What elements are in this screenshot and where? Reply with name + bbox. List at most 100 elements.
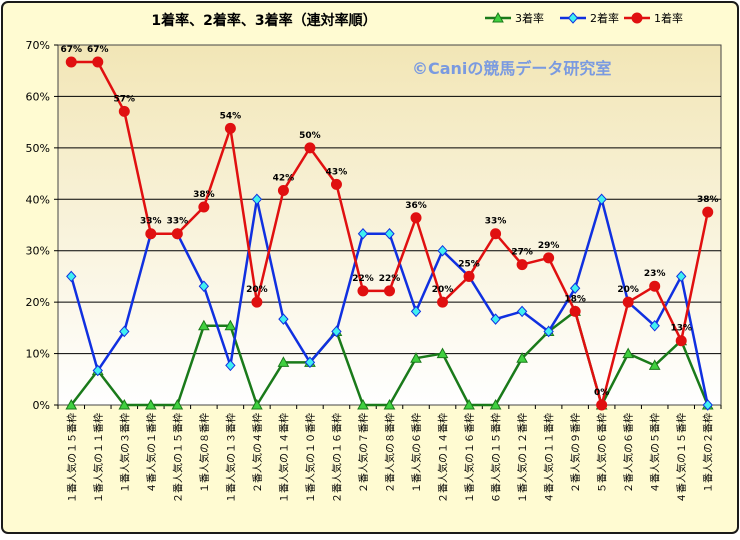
x-tick-label: ６番人気の１５番枠 — [490, 413, 503, 503]
data-label: 20% — [617, 285, 639, 295]
series-point — [304, 356, 316, 369]
x-tick-label: １番人気の１６番枠 — [463, 413, 476, 503]
series-point — [144, 398, 157, 410]
y-tick-label: 60% — [26, 90, 50, 103]
series-point — [171, 398, 184, 410]
data-label: 50% — [299, 131, 321, 141]
series-point — [277, 356, 290, 367]
series-point — [702, 206, 714, 218]
x-tick-label: １番人気の１０番枠 — [304, 413, 317, 503]
data-label: 54% — [220, 111, 242, 121]
series-point — [649, 280, 661, 292]
series-point — [198, 201, 210, 213]
data-label: 29% — [538, 241, 560, 251]
data-label: 18% — [564, 294, 586, 304]
x-tick-label: ２番人気の９番枠 — [569, 413, 582, 493]
watermark-text: ©Caniの競馬データ研究室 — [412, 59, 611, 78]
series-point — [384, 227, 395, 240]
x-tick-label: １番人気の１３番枠 — [224, 413, 237, 503]
series-point — [198, 319, 210, 331]
x-tick-label: ２番人気の７番枠 — [357, 413, 370, 493]
x-tick-label: ４番人気の１番枠 — [145, 413, 158, 493]
data-label: 13% — [670, 324, 692, 334]
legend-marker — [567, 12, 579, 24]
y-tick-label: 50% — [26, 142, 50, 155]
series-layer — [65, 56, 714, 411]
data-label: 42% — [273, 174, 295, 184]
legend-label: 2着率 — [590, 11, 619, 25]
series-point — [596, 399, 608, 411]
series-point — [676, 270, 687, 283]
legend-marker — [631, 12, 643, 24]
series-point — [251, 398, 263, 410]
x-tick-label: １番人気の２番枠 — [702, 413, 715, 493]
x-tick-label: ４番人気の５番枠 — [649, 413, 662, 493]
data-label: 20% — [432, 285, 454, 295]
y-tick-label: 30% — [26, 245, 50, 258]
data-label: 33% — [140, 217, 162, 227]
data-label: 0% — [594, 388, 609, 398]
series-point — [304, 142, 316, 154]
series-point — [516, 259, 528, 271]
data-label: 38% — [193, 190, 215, 200]
data-label: 43% — [326, 167, 348, 177]
series-point — [357, 398, 369, 410]
series-point — [198, 280, 210, 292]
x-tick-label: １番人気の１１番枠 — [92, 413, 105, 503]
data-label: 36% — [405, 201, 427, 211]
series-point — [251, 296, 263, 308]
series-point — [437, 296, 449, 308]
x-tick-label: ２番人気の１５番枠 — [171, 413, 184, 503]
data-label: 67% — [60, 45, 82, 55]
series-point — [119, 325, 130, 338]
x-tick-label: １番人気の１２番枠 — [516, 413, 529, 503]
gridlines — [58, 95, 721, 355]
series-point — [66, 270, 77, 283]
x-tick-label: ５番人気の６番枠 — [596, 413, 609, 493]
series-point — [357, 227, 369, 240]
y-tick-label: 70% — [26, 39, 50, 52]
series-point — [543, 325, 554, 338]
chart-title: 1着率、2着率、3着率（連対率順） — [151, 12, 376, 29]
series-point — [65, 398, 78, 410]
x-tick-label: １番人気の６番枠 — [410, 413, 423, 493]
series-point — [277, 185, 289, 197]
series-point — [436, 347, 449, 359]
x-tick-label: １番人気の３番枠 — [118, 413, 131, 493]
series-point — [224, 122, 236, 134]
series-point — [331, 325, 342, 338]
legend: 3着率 2着率 1着率 — [485, 11, 683, 25]
legend-item: 3着率 — [485, 11, 544, 25]
data-label: 33% — [485, 217, 507, 227]
data-label: 22% — [379, 274, 401, 284]
data-label: 67% — [87, 45, 109, 55]
x-tick-label: ２番人気の１４番枠 — [437, 413, 450, 503]
series-point — [463, 398, 475, 410]
series-point — [357, 285, 369, 297]
x-axis: １番人気の１５番枠 １番人気の１１番枠 １番人気の３番枠 ４番人気の１番枠 ２番人気の１… — [57, 405, 722, 503]
data-label: 57% — [114, 94, 136, 104]
series-point — [543, 252, 555, 264]
series-point — [569, 282, 581, 295]
series-point — [224, 319, 237, 331]
series-point — [92, 56, 104, 68]
legend-label: 3着率 — [515, 11, 544, 25]
series-point — [516, 305, 528, 318]
plot-area — [57, 44, 722, 406]
series-point — [384, 285, 395, 297]
x-tick-label: ２番人気の１６番枠 — [330, 413, 343, 503]
series-point — [145, 228, 157, 240]
series-3 — [65, 56, 714, 411]
series-point — [648, 359, 661, 370]
data-label: 23% — [644, 269, 666, 279]
series-point — [490, 313, 501, 325]
y-axis: 0% 10% 20% 30% 40% 50% 60% 70% — [26, 39, 58, 412]
legend-item: 1着率 — [624, 11, 683, 25]
series-point — [516, 352, 528, 363]
data-label: 22% — [352, 274, 374, 284]
series-point — [65, 56, 77, 68]
y-tick-label: 40% — [26, 193, 50, 206]
data-label: 27% — [511, 248, 533, 258]
x-tick-label: ４番人気の１５番枠 — [675, 413, 688, 503]
series-point — [118, 398, 131, 410]
